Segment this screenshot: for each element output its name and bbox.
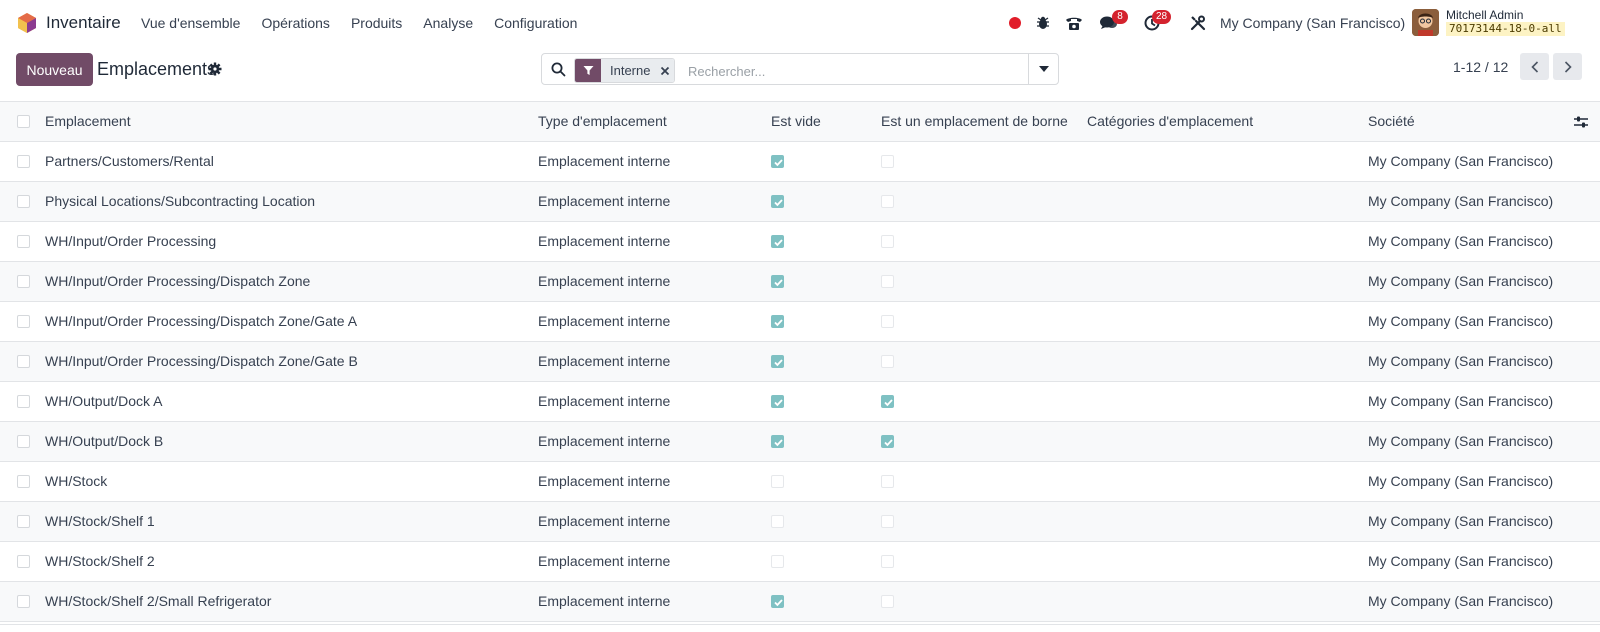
- column-header-categories[interactable]: Catégories d'emplacement: [1087, 113, 1254, 129]
- list-bottom-divider: [0, 624, 1600, 625]
- table-row[interactable]: Physical Locations/Subcontracting Locati…: [0, 182, 1600, 222]
- table-row[interactable]: WH/Input/Order Processing/Dispatch Zone E…: [0, 262, 1600, 302]
- record-indicator-icon[interactable]: [1008, 0, 1022, 46]
- column-header-type[interactable]: Type d'emplacement: [538, 113, 667, 129]
- caret-down-icon: [1038, 66, 1049, 72]
- table-row[interactable]: WH/Input/Order Processing/Dispatch Zone/…: [0, 342, 1600, 382]
- location-name-cell: WH/Stock/Shelf 2/Small Refrigerator: [45, 593, 272, 609]
- table-row[interactable]: WH/Stock/Shelf 1 Emplacement interne My Co…: [0, 502, 1600, 542]
- page-title: Emplacements: [97, 59, 217, 79]
- menu-item-overview[interactable]: Vue d'ensemble: [141, 15, 241, 31]
- table-row[interactable]: Partners/Customers/Rental Emplacement int…: [0, 142, 1600, 182]
- search-facet: Interne: [574, 58, 676, 83]
- list-header: Emplacement Type d'emplacement Est vide …: [0, 102, 1600, 142]
- chevron-right-icon: [1564, 60, 1572, 73]
- pager-next-button[interactable]: [1553, 53, 1582, 80]
- location-name-cell: WH/Input/Order Processing/Dispatch Zone: [45, 273, 311, 289]
- company-cell: My Company (San Francisco): [1368, 353, 1554, 369]
- company-cell: My Company (San Francisco): [1368, 513, 1554, 529]
- company-cell: My Company (San Francisco): [1368, 393, 1554, 409]
- user-name[interactable]: Mitchell Admin: [1446, 8, 1524, 22]
- location-type-cell: Emplacement interne: [538, 513, 671, 529]
- location-name-cell: WH/Input/Order Processing/Dispatch Zone/…: [45, 353, 358, 369]
- location-type-cell: Emplacement interne: [538, 473, 671, 489]
- company-cell: My Company (San Francisco): [1368, 273, 1554, 289]
- top-navbar: Inventaire Vue d'ensemble Opérations Pro…: [0, 0, 1600, 46]
- company-cell: My Company (San Francisco): [1368, 233, 1554, 249]
- location-type-cell: Emplacement interne: [538, 273, 671, 289]
- table-row[interactable]: WH/Stock/Shelf 2/Small Refrigerator Empla…: [0, 582, 1600, 622]
- table-row[interactable]: WH/Output/Dock B Emplacement interne My Co…: [0, 422, 1600, 462]
- filter-icon: [575, 59, 601, 82]
- column-header-empty[interactable]: Est vide: [771, 113, 821, 129]
- inventory-app-icon[interactable]: [16, 12, 38, 34]
- locations-list: Emplacement Type d'emplacement Est vide …: [0, 102, 1600, 622]
- location-name-cell: Physical Locations/Subcontracting Locati…: [45, 193, 316, 209]
- facet-label: Interne: [601, 59, 657, 82]
- menu-item-reporting[interactable]: Analyse: [423, 15, 474, 31]
- tools-icon[interactable]: [1187, 0, 1209, 46]
- company-switcher[interactable]: My Company (San Francisco): [1220, 15, 1406, 31]
- chat-count-badge: 8: [1112, 10, 1128, 24]
- database-name: 70173144-18-0-all: [1446, 22, 1565, 36]
- bug-icon[interactable]: [1033, 0, 1053, 46]
- close-icon[interactable]: [656, 59, 675, 82]
- activity-clock-icon[interactable]: 28: [1140, 0, 1172, 46]
- location-name-cell: WH/Input/Order Processing/Dispatch Zone/…: [45, 313, 358, 329]
- location-type-cell: Emplacement interne: [538, 593, 671, 609]
- user-avatar[interactable]: [1412, 9, 1439, 36]
- search-options-toggle[interactable]: [1028, 54, 1058, 84]
- location-type-cell: Emplacement interne: [538, 393, 671, 409]
- location-type-cell: Emplacement interne: [538, 553, 671, 569]
- company-cell: My Company (San Francisco): [1368, 313, 1554, 329]
- chat-icon[interactable]: 8: [1097, 0, 1128, 46]
- company-cell: My Company (San Francisco): [1368, 473, 1554, 489]
- location-type-cell: Emplacement interne: [538, 153, 671, 169]
- company-cell: My Company (San Francisco): [1368, 553, 1554, 569]
- table-row[interactable]: WH/Stock/Shelf 2 Emplacement interne My Co…: [0, 542, 1600, 582]
- location-name-cell: Partners/Customers/Rental: [45, 153, 214, 169]
- location-name-cell: WH/Stock/Shelf 1: [45, 513, 155, 529]
- main-menu: Vue d'ensemble Opérations Produits Analy…: [141, 15, 598, 31]
- list-body: Partners/Customers/Rental Emplacement int…: [0, 142, 1600, 622]
- location-type-cell: Emplacement interne: [538, 313, 671, 329]
- phone-icon[interactable]: [1063, 0, 1085, 46]
- column-header-dock[interactable]: Est un emplacement de borne: [881, 113, 1068, 129]
- pager-previous-button[interactable]: [1520, 53, 1549, 80]
- company-cell: My Company (San Francisco): [1368, 193, 1554, 209]
- activity-count-badge: 28: [1152, 10, 1172, 24]
- search-input[interactable]: [686, 60, 1020, 82]
- location-name-cell: WH/Stock: [45, 473, 108, 489]
- column-header-company[interactable]: Société: [1368, 113, 1415, 129]
- location-type-cell: Emplacement interne: [538, 233, 671, 249]
- menu-item-products[interactable]: Produits: [350, 15, 403, 31]
- panel-divider: [0, 101, 1600, 102]
- menu-item-configuration[interactable]: Configuration: [494, 15, 578, 31]
- search-bar: Interne: [541, 53, 1059, 85]
- location-type-cell: Emplacement interne: [538, 433, 671, 449]
- location-name-cell: WH/Stock/Shelf 2: [45, 553, 155, 569]
- table-row[interactable]: WH/Input/Order Processing/Dispatch Zone/…: [0, 302, 1600, 342]
- location-type-cell: Emplacement interne: [538, 193, 671, 209]
- new-button[interactable]: Nouveau: [16, 53, 93, 86]
- location-type-cell: Emplacement interne: [538, 353, 671, 369]
- gear-icon[interactable]: [208, 62, 222, 76]
- table-row[interactable]: WH/Output/Dock A Emplacement interne My Co…: [0, 382, 1600, 422]
- app-name[interactable]: Inventaire: [46, 13, 121, 32]
- location-name-cell: WH/Output/Dock B: [45, 433, 164, 449]
- pager-value[interactable]: 1-12 / 12: [1453, 59, 1509, 75]
- column-header-location[interactable]: Emplacement: [45, 113, 131, 129]
- menu-item-operations[interactable]: Opérations: [261, 15, 330, 31]
- table-row[interactable]: WH/Stock Emplacement interne My Company (S…: [0, 462, 1600, 502]
- search-icon[interactable]: [551, 62, 566, 77]
- location-name-cell: WH/Input/Order Processing: [45, 233, 217, 249]
- location-name-cell: WH/Output/Dock A: [45, 393, 163, 409]
- optional-columns-icon[interactable]: [1574, 102, 1588, 141]
- company-cell: My Company (San Francisco): [1368, 433, 1554, 449]
- company-cell: My Company (San Francisco): [1368, 593, 1554, 609]
- chevron-left-icon: [1530, 60, 1538, 73]
- company-cell: My Company (San Francisco): [1368, 153, 1554, 169]
- table-row[interactable]: WH/Input/Order Processing Emplacement int…: [0, 222, 1600, 262]
